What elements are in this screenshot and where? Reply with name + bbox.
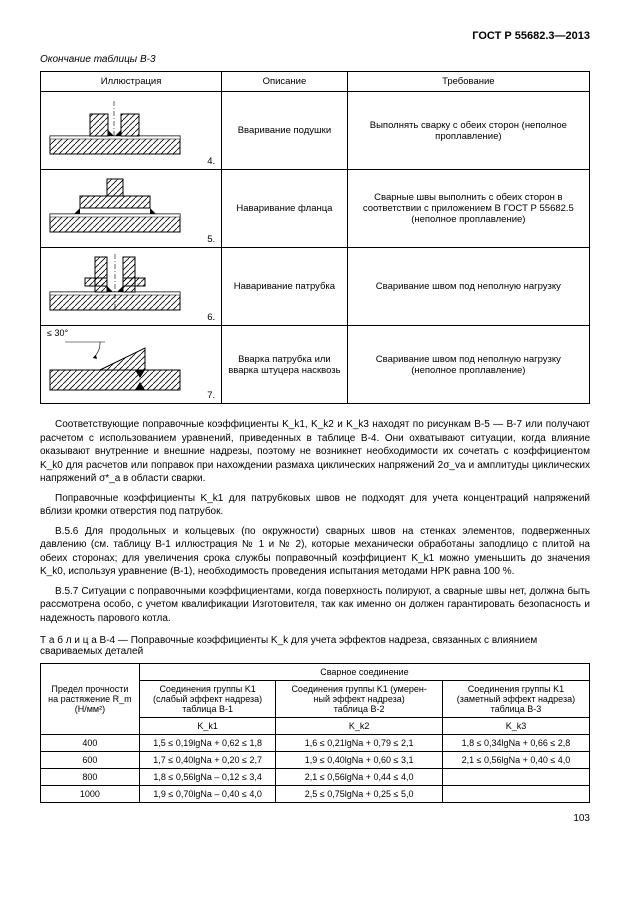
col-head-rm: Предел прочности на растяжение R_m (Н/мм…: [41, 664, 140, 735]
cell-k3: [442, 769, 589, 786]
paragraph: B.5.6 Для продольных и кольцевых (по окр…: [40, 525, 590, 579]
paragraph: Соответствующие поправочные коэффициенты…: [40, 418, 590, 486]
cell-k2: 1,9 ≤ 0,40lgNa + 0,60 ≤ 3,1: [276, 752, 442, 769]
table-b3-header-row: Иллюстрация Описание Требование: [41, 72, 590, 92]
cell-requirement: Выполнять сварку с обеих сторон (неполно…: [347, 92, 589, 170]
illustration-5: [45, 174, 185, 242]
paragraph: B.5.7 Ситуации с поправочными коэффициен…: [40, 585, 590, 626]
cell-k3: [442, 786, 589, 803]
paragraph: Поправочные коэффициенты K_k1 для патруб…: [40, 492, 590, 519]
sym-kk1: K_k1: [139, 718, 276, 735]
body-text: Соответствующие поправочные коэффициенты…: [40, 418, 590, 625]
cell-k1: 1,8 ≤ 0,56lgNa – 0,12 ≤ 3,4: [139, 769, 276, 786]
row-number: 7.: [207, 390, 215, 401]
cell-rm: 400: [41, 735, 140, 752]
table-b4-header-row-1: Предел прочности на растяжение R_m (Н/мм…: [41, 664, 590, 681]
table-row: 5. Наваривание фланца Сварные швы выполн…: [41, 170, 590, 248]
sym-kk2: K_k2: [276, 718, 442, 735]
col-head-requirement: Требование: [347, 72, 589, 92]
cell-k2: 2,1 ≤ 0,56lgNa + 0,44 ≤ 4,0: [276, 769, 442, 786]
cell-rm: 800: [41, 769, 140, 786]
table-b3: Иллюстрация Описание Требование 4. Вва: [40, 71, 590, 404]
cell-k2: 1,6 ≤ 0,21lgNa + 0,79 ≤ 2,1: [276, 735, 442, 752]
cell-k3: 2,1 ≤ 0,56lgNa + 0,40 ≤ 4,0: [442, 752, 589, 769]
page-number: 103: [40, 813, 590, 824]
table-b4-title: Т а б л и ц а B-4 — Поправочные коэффици…: [40, 635, 590, 657]
table-row: 1000 1,9 ≤ 0,70lgNa – 0,40 ≤ 4,0 2,5 ≤ 0…: [41, 786, 590, 803]
cell-description: Наваривание патрубка: [222, 248, 348, 326]
table-b4: Предел прочности на растяжение R_m (Н/мм…: [40, 663, 590, 803]
table-b3-caption: Окончание таблицы B-3: [40, 54, 590, 65]
illustration-4: [45, 96, 185, 164]
sub-head-k1: Соединения группы K1 (слабый эффект надр…: [139, 681, 276, 718]
cell-requirement: Сваривание швом под неполную нагрузку: [347, 248, 589, 326]
sub-head-k2: Соединения группы K1 (умерен- ный эффект…: [276, 681, 442, 718]
cell-requirement: Сварные швы выполнить с обеих сторон в с…: [347, 170, 589, 248]
row-number: 4.: [207, 156, 215, 167]
cell-description: Вварка патрубка или вварка штуцера наскв…: [222, 326, 348, 404]
col-head-description: Описание: [222, 72, 348, 92]
col-head-illustration: Иллюстрация: [41, 72, 222, 92]
cell-k3: 1,8 ≤ 0,34lgNa + 0,66 ≤ 2,8: [442, 735, 589, 752]
cell-description: Вваривание подушки: [222, 92, 348, 170]
table-row: 800 1,8 ≤ 0,56lgNa – 0,12 ≤ 3,4 2,1 ≤ 0,…: [41, 769, 590, 786]
table-row: 6. Наваривание патрубка Сваривание швом …: [41, 248, 590, 326]
table-row: 400 1,5 ≤ 0,19lgNa + 0,62 ≤ 1,8 1,6 ≤ 0,…: [41, 735, 590, 752]
row-number: 5.: [207, 234, 215, 245]
cell-k1: 1,5 ≤ 0,19lgNa + 0,62 ≤ 1,8: [139, 735, 276, 752]
cell-rm: 1000: [41, 786, 140, 803]
document-id: ГОСТ Р 55682.3—2013: [40, 30, 590, 42]
table-row: 600 1,7 ≤ 0,40lgNa + 0,20 ≤ 2,7 1,9 ≤ 0,…: [41, 752, 590, 769]
cell-description: Наваривание фланца: [222, 170, 348, 248]
illustration-6: [45, 252, 185, 320]
cell-rm: 600: [41, 752, 140, 769]
table-row: 4. Вваривание подушки Выполнять сварку с…: [41, 92, 590, 170]
sub-head-k3: Соединения группы K1 (заметный эффект на…: [442, 681, 589, 718]
cell-k1: 1,9 ≤ 0,70lgNa – 0,40 ≤ 4,0: [139, 786, 276, 803]
table-b4-title-prefix: Т а б л и ц а B-4 —: [40, 635, 131, 646]
angle-label: ≤ 30°: [47, 328, 68, 338]
sym-kk3: K_k3: [442, 718, 589, 735]
row-number: 6.: [207, 312, 215, 323]
cell-k1: 1,7 ≤ 0,40lgNa + 0,20 ≤ 2,7: [139, 752, 276, 769]
cell-requirement: Сваривание швом под неполную нагрузку (н…: [347, 326, 589, 404]
illustration-7: [45, 330, 185, 398]
col-head-weld-joint: Сварное соединение: [139, 664, 589, 681]
cell-k2: 2,5 ≤ 0,75lgNa + 0,25 ≤ 5,0: [276, 786, 442, 803]
table-row: ≤ 30° 7. Вварка патрубка или вварка штуц…: [41, 326, 590, 404]
